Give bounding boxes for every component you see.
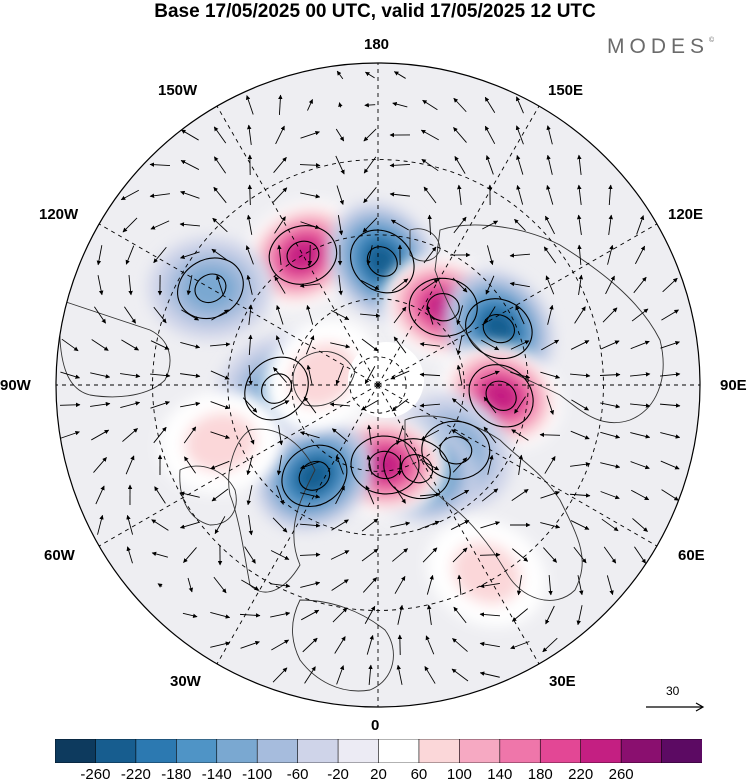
- lon-label-0: 0: [371, 717, 379, 735]
- lon-label-60e: 60E: [678, 547, 705, 565]
- colorbar: [55, 739, 702, 763]
- colorbar-swatch-13: [581, 739, 622, 763]
- colorbar-tick: -260: [80, 766, 110, 783]
- colorbar-ticks: -260 -220 -180 -140 -100 -60 -20 20 60 100 140 180 2…: [0, 766, 750, 784]
- colorbar-swatch-3: [176, 739, 217, 763]
- colorbar-swatch-1: [95, 739, 136, 763]
- colorbar-tick: -180: [161, 766, 191, 783]
- wind-vector-158: [365, 105, 375, 106]
- lon-label-30e: 30E: [549, 673, 576, 691]
- lon-label-30w: 30W: [170, 673, 201, 691]
- lon-label-120e: 120E: [668, 206, 703, 224]
- colorbar-swatch-6: [298, 739, 339, 763]
- wind-vector-2: [60, 405, 80, 406]
- colorbar-tick: -60: [287, 766, 309, 783]
- polar-map: [0, 0, 750, 735]
- colorbar-swatch-0: [55, 739, 96, 763]
- colorbar-tick: 20: [370, 766, 387, 783]
- lon-label-60w: 60W: [44, 547, 75, 565]
- colorbar-tick: 100: [447, 766, 472, 783]
- colorbar-swatch-8: [379, 739, 420, 763]
- colorbar-swatch-2: [136, 739, 177, 763]
- lon-label-120w: 120W: [39, 206, 78, 224]
- colorbar-tick: -100: [242, 766, 272, 783]
- lon-label-150e: 150E: [548, 82, 583, 100]
- colorbar-tick: 180: [528, 766, 553, 783]
- colorbar-swatch-14: [621, 739, 662, 763]
- lon-label-150w: 150W: [158, 82, 197, 100]
- lon-label-180: 180: [364, 36, 389, 54]
- reference-vector-arrow: [640, 680, 710, 720]
- colorbar-tick: 140: [487, 766, 512, 783]
- colorbar-tick: 60: [411, 766, 428, 783]
- colorbar-swatch-7: [338, 739, 379, 763]
- colorbar-tick: -140: [202, 766, 232, 783]
- colorbar-swatch-15: [662, 739, 702, 763]
- colorbar-tick: 260: [609, 766, 634, 783]
- lon-label-90w: 90W: [0, 377, 31, 395]
- colorbar-swatch-5: [257, 739, 298, 763]
- colorbar-tick: -220: [121, 766, 151, 783]
- colorbar-swatch-10: [459, 739, 500, 763]
- colorbar-swatch-12: [540, 739, 581, 763]
- colorbar-tick: 220: [568, 766, 593, 783]
- lon-label-90e: 90E: [720, 377, 747, 395]
- wind-vector-254: [480, 555, 500, 556]
- colorbar-tick: -20: [327, 766, 349, 783]
- colorbar-swatch-4: [217, 739, 258, 763]
- colorbar-swatch-9: [419, 739, 460, 763]
- colorbar-swatch-11: [500, 739, 541, 763]
